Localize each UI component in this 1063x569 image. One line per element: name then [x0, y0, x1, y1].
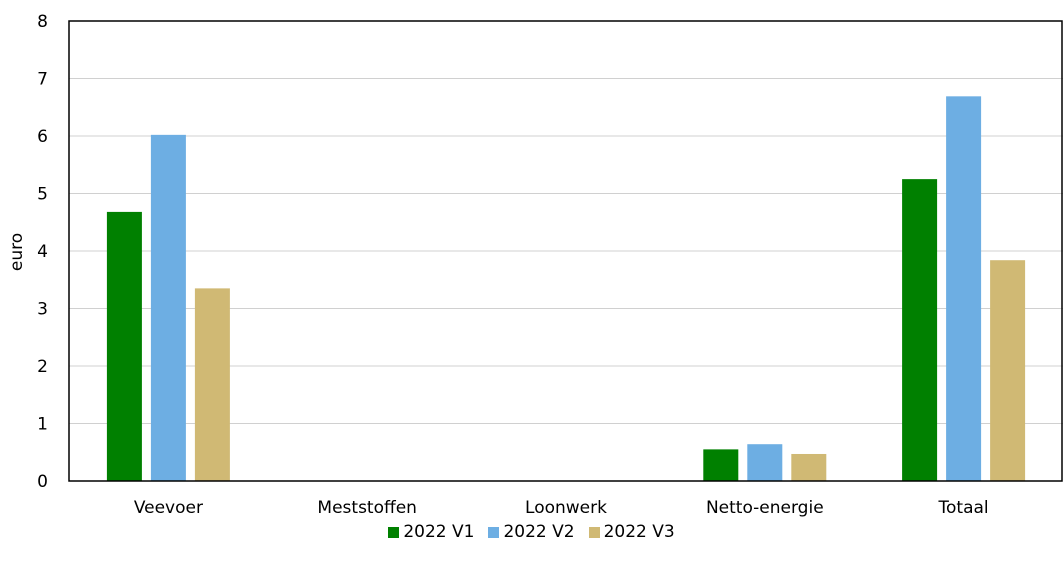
y-tick-label: 0: [37, 472, 48, 492]
bar: [791, 453, 827, 481]
bar: [902, 179, 938, 481]
bars: [106, 96, 1026, 481]
y-tick-labels: 0 1 2 3 4 5 6 7 8: [37, 12, 48, 492]
x-category-label: Totaal: [938, 498, 989, 518]
legend-label: 2022 V2: [503, 522, 575, 542]
legend-label: 2022 V1: [403, 522, 475, 542]
y-tick-label: 3: [37, 300, 48, 320]
legend-label: 2022 V3: [603, 522, 675, 542]
legend-item: 2022 V1: [388, 522, 474, 542]
legend-swatch: [388, 526, 400, 538]
legend-swatch: [488, 526, 500, 538]
y-tick-label: 8: [37, 12, 48, 32]
bar: [106, 211, 142, 481]
y-tick-label: 4: [37, 242, 48, 262]
legend-item: 2022 V3: [588, 522, 675, 542]
y-tick-label: 1: [37, 415, 48, 435]
bar: [150, 134, 186, 481]
bar: [946, 96, 982, 481]
plot-frame: [68, 20, 1063, 482]
y-tick-label: 6: [37, 127, 48, 147]
x-category-labels: Veevoer Meststoffen Loonwerk Netto-energie T…: [134, 498, 989, 518]
y-tick-label: 7: [37, 70, 48, 90]
x-category-label: Netto-energie: [706, 498, 824, 518]
bar: [747, 444, 783, 481]
legend: 2022 V1 2022 V2 2022 V3: [0, 522, 1063, 542]
legend-swatch: [588, 526, 600, 538]
x-category-label: Meststoffen: [317, 498, 417, 518]
y-axis-label: euro: [7, 233, 27, 271]
legend-item: 2022 V2: [488, 522, 575, 542]
bar: [703, 449, 739, 481]
y-tick-label: 2: [37, 357, 48, 377]
bar: [990, 260, 1026, 481]
x-category-label: Loonwerk: [525, 498, 607, 518]
y-tick-label: 5: [37, 185, 48, 205]
axes: [68, 20, 1063, 482]
x-category-label: Veevoer: [134, 498, 203, 518]
bar: [194, 288, 230, 481]
gridlines: [69, 78, 1063, 424]
